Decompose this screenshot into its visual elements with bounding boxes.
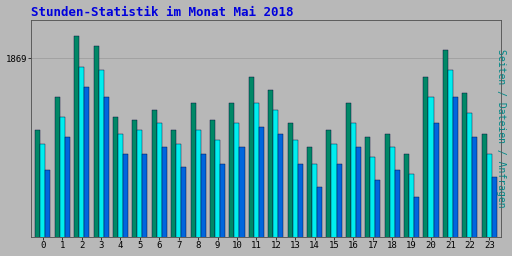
Bar [317,187,322,256]
Bar [46,170,51,256]
Bar [356,147,361,256]
Bar [268,90,273,256]
Bar [443,50,448,256]
Bar [453,97,458,256]
Bar [210,120,215,256]
Bar [181,167,186,256]
Bar [365,137,370,256]
Bar [467,113,473,256]
Bar [297,164,303,256]
Bar [462,93,467,256]
Bar [370,157,375,256]
Bar [429,97,434,256]
Bar [220,164,225,256]
Bar [123,154,128,256]
Bar [201,154,206,256]
Bar [215,140,220,256]
Bar [40,144,46,256]
Bar [132,120,137,256]
Bar [196,130,201,256]
Bar [288,123,293,256]
Bar [346,103,351,256]
Bar [176,144,181,256]
Bar [395,170,400,256]
Bar [254,103,259,256]
Bar [307,147,312,256]
Bar [99,70,103,256]
Bar [171,130,176,256]
Bar [473,137,477,256]
Bar [142,154,147,256]
Bar [65,137,70,256]
Bar [273,110,279,256]
Bar [434,123,439,256]
Bar [375,180,380,256]
Bar [327,130,331,256]
Bar [55,97,60,256]
Y-axis label: Seiten / Dateien / Anfragen: Seiten / Dateien / Anfragen [497,49,506,208]
Bar [137,130,142,256]
Bar [351,123,356,256]
Bar [336,164,342,256]
Bar [385,134,390,256]
Bar [293,140,297,256]
Bar [157,123,162,256]
Bar [331,144,336,256]
Bar [249,77,254,256]
Bar [279,134,283,256]
Bar [414,197,419,256]
Bar [79,67,84,256]
Bar [259,127,264,256]
Bar [492,177,497,256]
Bar [152,110,157,256]
Bar [240,147,245,256]
Bar [60,117,65,256]
Bar [390,147,395,256]
Bar [423,77,429,256]
Bar [448,70,453,256]
Bar [404,154,409,256]
Bar [482,134,487,256]
Bar [234,123,240,256]
Bar [487,154,492,256]
Text: Stunden-Statistik im Monat Mai 2018: Stunden-Statistik im Monat Mai 2018 [31,6,294,18]
Bar [74,36,79,256]
Bar [312,164,317,256]
Bar [84,87,89,256]
Bar [113,117,118,256]
Bar [94,47,99,256]
Bar [35,130,40,256]
Bar [118,134,123,256]
Bar [409,174,414,256]
Bar [162,147,167,256]
Bar [103,97,109,256]
Bar [190,103,196,256]
Bar [229,103,234,256]
